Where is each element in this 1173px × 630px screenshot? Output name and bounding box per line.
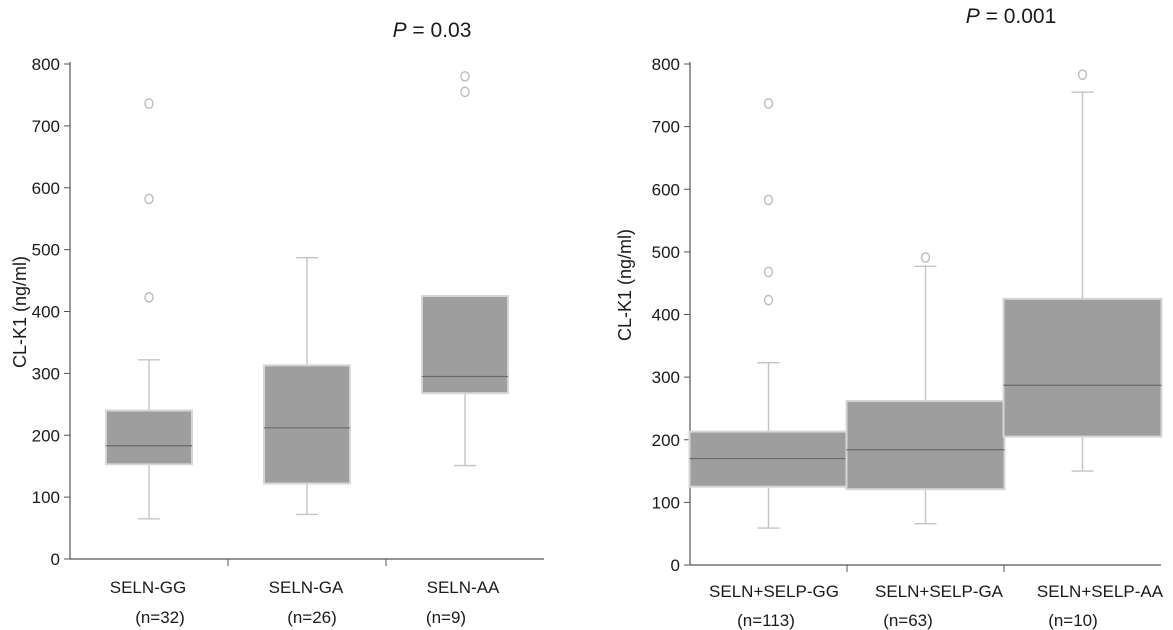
p-value-title: P = 0.03 [393,19,472,42]
y-tick-label: 200 [32,426,60,445]
iqr-box [105,409,193,466]
iqr-box [688,430,849,488]
p-value-symbol: P [393,19,407,42]
y-axis-label: CL-K1 (ng/ml) [10,256,30,368]
y-tick-label: 0 [671,556,680,575]
y-tick-label: 600 [652,180,680,199]
y-tick-label: 800 [652,55,680,74]
y-axis-label: CL-K1 (ng/ml) [615,229,635,341]
outlier-point [460,86,470,98]
outlier-point [920,252,931,263]
p-value-symbol: P [966,5,980,28]
outlier-point [144,193,154,205]
sample-size-label: (n=113) [737,611,795,630]
y-tick-label: 500 [32,241,60,260]
sample-size-label: (n=32) [135,608,185,627]
outlier-point [144,291,154,303]
p-value-number: = 0.03 [407,19,472,42]
y-tick-label: 400 [652,306,680,325]
y-tick-label: 100 [32,488,60,507]
outlier-point [1077,69,1088,80]
outlier-point [144,98,154,109]
y-tick-label: 400 [32,303,60,322]
y-tick-label: 700 [652,118,680,137]
p-value-number: = 0.001 [980,5,1056,28]
outlier-point [763,294,774,306]
outlier-point [763,98,774,109]
iqr-box [263,364,351,485]
sample-size-label: (n=10) [1048,611,1098,630]
outlier-point [460,71,470,82]
iqr-box [1002,297,1163,438]
category-label: SELN-GG [110,578,187,597]
right-boxplot-panel: P = 0.001 CL-K1 (ng/ml) 0 100 200 300 400 500 60… [615,5,1164,630]
y-tick-label: 300 [32,364,60,383]
category-label: SELN+SELP-GG [709,582,839,601]
category-label: SELN-GA [269,578,344,597]
p-value-title: P = 0.001 [966,5,1057,28]
left-boxplot-panel: P = 0.03 CL-K1 (ng/ml) 0 100 200 300 400 500 600… [10,19,544,627]
category-label: SELN+SELP-AA [1037,582,1164,601]
y-tick-label: 0 [51,550,60,569]
category-label: SELN+SELP-GA [875,582,1004,601]
y-tick-label: 800 [32,55,60,74]
iqr-box [421,295,509,395]
y-tick-label: 200 [652,431,680,450]
outlier-point [763,194,774,206]
iqr-box [845,399,1006,491]
y-tick-label: 100 [652,493,680,512]
y-tick-label: 700 [32,117,60,136]
sample-size-label: (n=26) [287,608,337,627]
outlier-point [763,266,774,278]
category-label: SELN-AA [427,578,500,597]
sample-size-label: (n=9) [426,608,466,627]
y-tick-label: 300 [652,368,680,387]
sample-size-label: (n=63) [883,611,933,630]
y-tick-label: 500 [652,243,680,262]
y-tick-label: 600 [32,179,60,198]
